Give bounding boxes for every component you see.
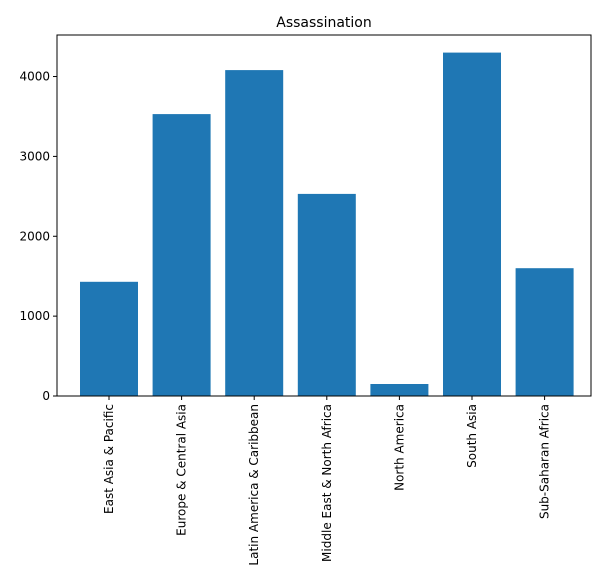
y-tick-label-3: 3000 <box>19 149 50 163</box>
bar-2 <box>225 70 284 396</box>
x-tick-label-3: Middle East & North Africa <box>320 404 334 562</box>
bar-1 <box>152 114 211 396</box>
y-tick-label-1: 1000 <box>19 309 50 323</box>
x-axis: East Asia & Pacific Europe & Central Asia… <box>102 396 552 566</box>
y-axis: 0 1000 2000 3000 4000 <box>19 70 57 403</box>
x-tick-label-6: Sub-Saharan Africa <box>538 404 552 519</box>
bar-4 <box>370 384 429 396</box>
y-tick-label-4: 4000 <box>19 70 50 84</box>
bars-group <box>80 52 574 396</box>
bar-0 <box>80 281 138 396</box>
bar-6 <box>515 268 574 396</box>
y-tick-label-0: 0 <box>42 389 50 403</box>
bar-5 <box>443 52 501 396</box>
x-tick-label-2: Latin America & Caribbean <box>247 404 261 566</box>
plot-frame <box>56 34 592 397</box>
bar-3 <box>297 193 356 396</box>
x-tick-label-1: Europe & Central Asia <box>175 404 189 536</box>
x-tick-label-5: South Asia <box>465 404 479 468</box>
y-tick-label-2: 2000 <box>19 229 50 243</box>
x-tick-label-4: North America <box>392 404 406 491</box>
x-tick-label-0: East Asia & Pacific <box>102 404 116 514</box>
chart-title: Assassination <box>276 15 372 31</box>
